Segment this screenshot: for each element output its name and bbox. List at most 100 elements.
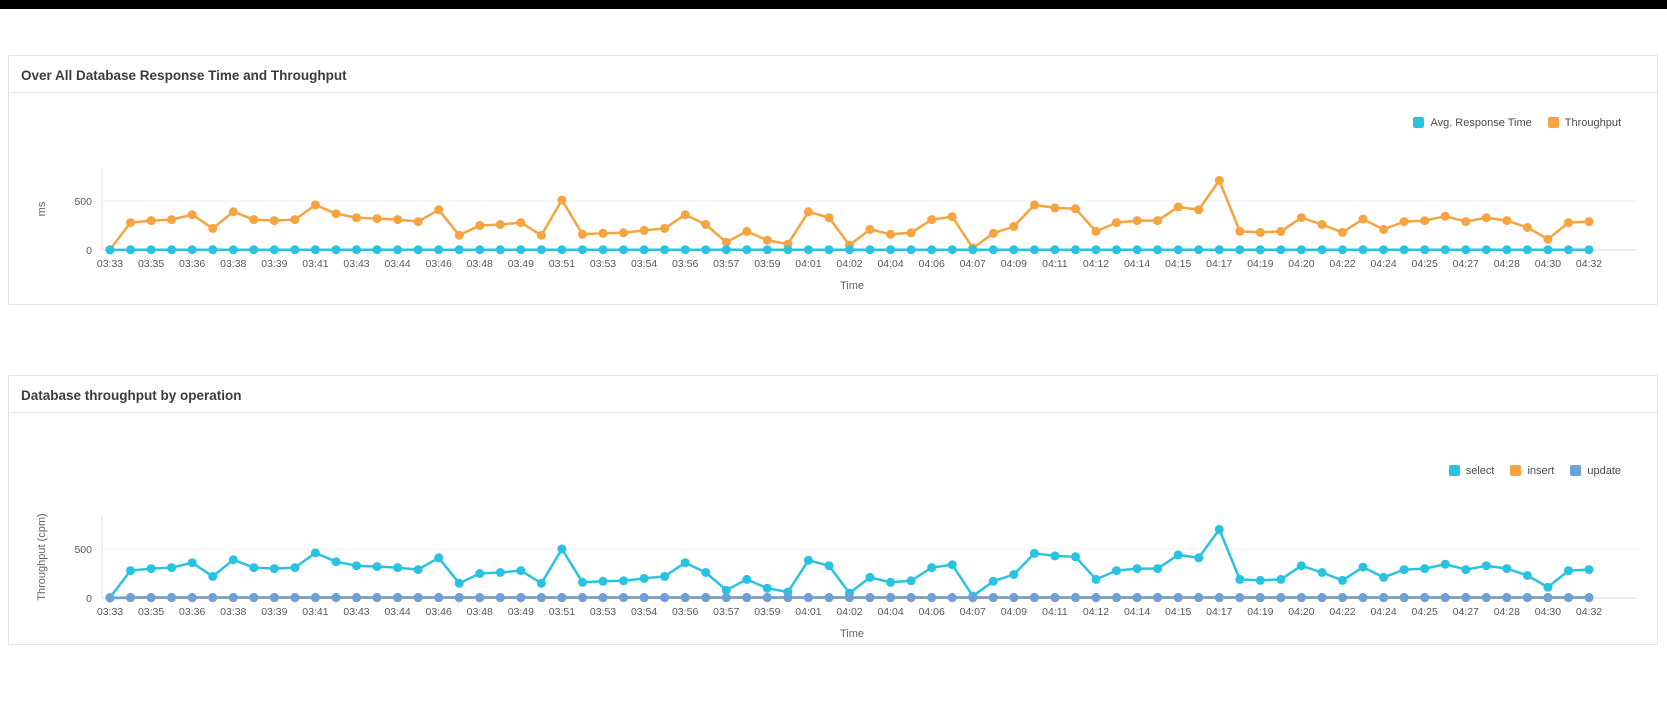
data-point-throughput [167, 215, 177, 225]
data-point-throughput [372, 214, 382, 224]
svg-text:03:38: 03:38 [220, 606, 246, 618]
svg-text:04:04: 04:04 [877, 258, 903, 270]
data-point-select [721, 585, 731, 595]
data-point-select [557, 544, 567, 554]
data-point-update [762, 592, 772, 602]
data-point-update [434, 592, 444, 602]
data-point-avg-response-time [1132, 245, 1142, 255]
data-point-avg-response-time [783, 245, 793, 255]
data-point-select [1543, 582, 1553, 592]
y-tick-labels: 0 500 [74, 196, 92, 257]
data-point-update [1173, 592, 1183, 602]
data-point-select [1481, 561, 1491, 571]
data-point-throughput [475, 221, 485, 230]
svg-text:04:02: 04:02 [836, 606, 862, 618]
data-point-update [660, 592, 670, 602]
data-point-update [1522, 592, 1532, 602]
data-point-update [1235, 592, 1245, 602]
legend-item-throughput[interactable]: Throughput [1547, 116, 1621, 129]
data-point-select [762, 583, 772, 593]
svg-text:04:07: 04:07 [960, 258, 986, 270]
svg-text:04:32: 04:32 [1576, 606, 1602, 618]
svg-text:04:17: 04:17 [1206, 258, 1232, 270]
data-point-throughput [1420, 216, 1430, 226]
data-point-update [1071, 592, 1080, 602]
grid-lines [101, 516, 1637, 599]
data-point-update [126, 592, 135, 602]
data-point-avg-response-time [434, 245, 444, 255]
data-point-select [803, 555, 813, 565]
data-point-throughput [1132, 216, 1142, 226]
svg-text:04:30: 04:30 [1535, 258, 1561, 270]
data-point-update [1461, 592, 1471, 602]
data-point-select [1214, 524, 1224, 534]
svg-text:03:41: 03:41 [302, 258, 328, 270]
data-point-throughput [413, 217, 423, 227]
series-throughput [105, 175, 1594, 254]
data-point-update [105, 593, 115, 603]
data-point-update [1379, 592, 1389, 602]
legend-item-insert[interactable]: insert [1510, 465, 1554, 477]
data-point-throughput [1091, 226, 1101, 236]
x-tick-labels: 03:33 03:35 03:36 03:38 03:39 03:41 03:43 03:44… [97, 606, 1602, 618]
data-point-throughput [1029, 200, 1039, 210]
data-point-throughput [701, 220, 711, 229]
chart-canvas-throughput-by-operation: 0 500 Throughput (cpm) 03:33 03:35 03:36 03:38… [36, 513, 1637, 640]
svg-text:03:41: 03:41 [302, 606, 328, 618]
panel-response-and-throughput: Over All Database Response Time and Thro… [8, 55, 1658, 305]
data-point-select [1194, 553, 1204, 563]
data-point-update [146, 592, 156, 602]
svg-text:04:17: 04:17 [1206, 606, 1232, 618]
data-point-update [742, 592, 752, 602]
data-point-avg-response-time [249, 245, 259, 255]
data-point-avg-response-time [331, 245, 341, 255]
data-point-throughput [269, 216, 279, 226]
data-point-avg-response-time [988, 245, 998, 255]
svg-text:03:56: 03:56 [672, 258, 698, 270]
data-point-select [372, 562, 382, 572]
data-point-throughput [495, 220, 505, 229]
data-point-avg-response-time [228, 245, 238, 255]
data-point-avg-response-time [1091, 245, 1101, 255]
data-point-throughput [1522, 223, 1532, 232]
data-point-update [228, 592, 238, 602]
data-point-avg-response-time [1235, 245, 1245, 255]
data-point-throughput [1440, 211, 1450, 221]
legend-item-select[interactable]: select [1448, 465, 1494, 477]
data-point-avg-response-time [475, 245, 485, 255]
y-axis-title: Throughput (cpm) [36, 513, 48, 600]
data-point-update [1009, 592, 1019, 602]
legend-item-update[interactable]: update [1570, 465, 1621, 477]
series-select [105, 524, 1594, 602]
data-point-update [886, 592, 896, 602]
data-point-update [1194, 592, 1204, 602]
svg-text:04:09: 04:09 [1001, 606, 1027, 618]
legend-swatch-throughput [1547, 117, 1559, 128]
data-point-update [1399, 592, 1409, 602]
data-point-throughput [187, 210, 197, 220]
svg-text:03:49: 03:49 [508, 258, 534, 270]
legend-swatch-avg-response-time [1413, 117, 1425, 128]
data-point-avg-response-time [1379, 245, 1389, 255]
data-point-update [988, 592, 998, 602]
data-point-throughput [1214, 175, 1224, 185]
data-point-select [660, 571, 670, 581]
data-point-update [639, 592, 649, 602]
data-point-avg-response-time [352, 245, 361, 255]
svg-text:04:07: 04:07 [960, 606, 986, 618]
data-point-select [598, 576, 608, 586]
data-point-avg-response-time [927, 245, 937, 255]
svg-text:04:22: 04:22 [1329, 258, 1355, 270]
data-point-select [1461, 565, 1471, 575]
data-point-update [290, 592, 300, 602]
data-point-update [1112, 592, 1121, 602]
svg-text:03:36: 03:36 [179, 258, 205, 270]
legend-item-avg-response-time[interactable]: Avg. Response Time [1413, 117, 1532, 129]
legend-label: Throughput [1564, 116, 1621, 129]
data-point-throughput [1584, 217, 1594, 227]
data-point-avg-response-time [269, 245, 279, 255]
data-point-select [1399, 565, 1409, 575]
svg-text:03:51: 03:51 [549, 258, 575, 270]
legend-throughput-by-operation: select insert update [17, 463, 1649, 478]
svg-text:04:19: 04:19 [1247, 258, 1273, 270]
